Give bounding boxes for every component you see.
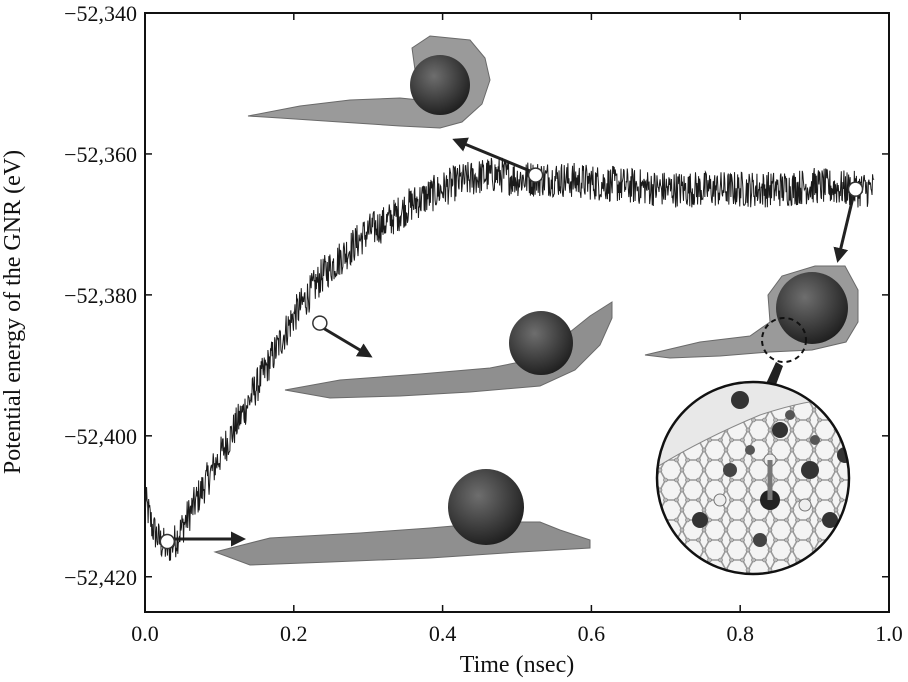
x-tick-label: 1.0: [875, 621, 903, 646]
zoom-region-marker: [761, 317, 807, 363]
x-tick-label: 0.8: [726, 621, 754, 646]
snapshot-initial: [213, 469, 591, 566]
snapshot-curling: [284, 301, 613, 399]
snapshot-point: [159, 533, 176, 550]
snapshot-rolled: [247, 35, 491, 129]
x-axis-title: Time (nsec): [460, 652, 574, 678]
data-layer: [144, 157, 875, 561]
y-tick-label: −52,380: [64, 283, 137, 308]
axes-layer: 0.0 0.2 0.4 0.6 0.8 1.0 −52,340 −52,360 −52,380 −…: [64, 1, 903, 646]
x-tick-label: 0.0: [131, 621, 159, 646]
x-tick-label: 0.2: [280, 621, 308, 646]
series-line: [144, 157, 875, 561]
plot-frame: [144, 12, 890, 613]
snapshot-zoom-detail: [655, 380, 851, 576]
snapshot-point: [847, 181, 864, 197]
y-axis-title: Potential energy of the GNR (eV): [0, 150, 26, 474]
annotation-arrows: [170, 137, 857, 547]
snapshot-point: [527, 167, 544, 183]
x-tick-label: 0.6: [578, 621, 606, 646]
y-tick-label: −52,400: [64, 424, 137, 449]
x-tick-label: 0.4: [429, 621, 457, 646]
y-tick-label: −52,360: [64, 142, 137, 167]
y-tick-label: −52,420: [64, 565, 137, 590]
snapshot-illustrations: [170, 35, 859, 576]
y-tick-label: −52,340: [64, 1, 137, 26]
snapshot-point: [312, 315, 328, 331]
